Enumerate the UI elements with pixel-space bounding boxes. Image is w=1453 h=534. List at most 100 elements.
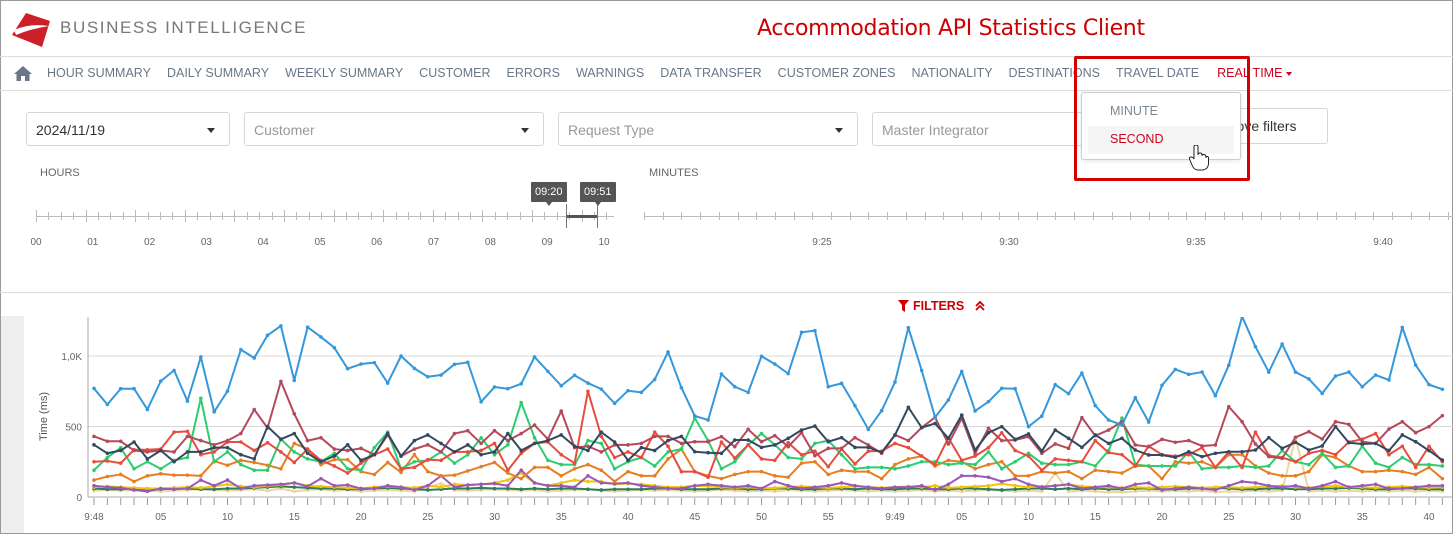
slider-tick [507, 212, 509, 220]
filters-toggle[interactable]: FILTERS [898, 299, 986, 313]
nav-nationality[interactable]: NATIONALITY [911, 66, 993, 80]
x-tick-label: 20 [1156, 512, 1168, 523]
nav-daily-summary[interactable]: DAILY SUMMARY [166, 66, 270, 80]
nav-customer[interactable]: CUSTOMER [419, 66, 491, 80]
minute-tick-label: 9:40 [1373, 237, 1393, 248]
data-point [252, 356, 256, 360]
data-point [1387, 468, 1391, 473]
slider-tick [234, 210, 236, 222]
customer-select[interactable]: Customer [244, 112, 544, 146]
nav-travel-date[interactable]: TRAVEL DATE [1116, 66, 1200, 80]
data-point [786, 440, 790, 445]
slider-tick [737, 212, 739, 220]
data-point [1307, 469, 1311, 474]
data-point [185, 473, 190, 477]
data-point [185, 450, 190, 454]
data-point [1347, 370, 1351, 374]
data-point [813, 441, 817, 446]
request-type-select[interactable]: Request Type [558, 112, 858, 146]
data-point [452, 485, 457, 489]
data-point [746, 438, 750, 442]
data-point [145, 457, 150, 461]
data-point [759, 486, 764, 491]
data-point [1307, 462, 1311, 467]
data-point [799, 486, 804, 491]
nav-customer-zones[interactable]: CUSTOMER ZONES [777, 66, 896, 80]
data-point [132, 386, 136, 391]
dropdown-item-second[interactable]: SECOND [1088, 126, 1234, 154]
data-point [1440, 464, 1445, 468]
data-point [919, 483, 924, 488]
selected-range [566, 215, 597, 218]
data-point [639, 487, 644, 492]
slider-track [36, 216, 614, 217]
data-point [986, 462, 991, 467]
nav-weekly-summary[interactable]: WEEKLY SUMMARY [285, 66, 404, 80]
date-value: 2024/11/19 [36, 122, 106, 138]
data-point [479, 482, 483, 487]
data-point [572, 444, 577, 449]
data-point [733, 485, 737, 489]
data-point [252, 468, 256, 473]
data-point [345, 457, 350, 462]
caret-down-icon [1285, 71, 1292, 76]
data-point [532, 481, 537, 485]
data-point [826, 439, 831, 444]
data-point [158, 467, 163, 471]
data-point [1040, 414, 1044, 418]
data-point [225, 463, 230, 468]
data-point [973, 451, 977, 456]
home-icon[interactable] [14, 65, 32, 81]
nav-destinations[interactable]: DESTINATIONS [1008, 66, 1100, 80]
data-point [105, 402, 110, 407]
date-select[interactable]: 2024/11/19 [26, 112, 230, 146]
data-point [652, 430, 657, 434]
data-point [1387, 427, 1391, 431]
data-point [1347, 464, 1351, 468]
data-point [519, 400, 523, 405]
data-point [305, 325, 310, 330]
nav-hour-summary[interactable]: HOUR SUMMARY [47, 66, 151, 80]
data-point [586, 474, 590, 478]
data-point [506, 478, 510, 482]
data-point [1120, 416, 1124, 420]
range-start-handle[interactable] [566, 204, 567, 228]
data-point [145, 486, 150, 491]
data-point [279, 450, 283, 454]
slider-tick [197, 212, 199, 220]
slider-tick [774, 212, 776, 220]
data-point [412, 438, 417, 443]
nav-errors[interactable]: ERRORS [506, 66, 560, 80]
data-point [452, 461, 457, 465]
data-point [692, 487, 697, 492]
data-point [692, 439, 697, 444]
data-point [559, 452, 564, 457]
data-point [692, 414, 697, 418]
data-point [612, 479, 617, 484]
data-point [692, 449, 697, 454]
data-point [572, 373, 577, 378]
data-point [1013, 437, 1017, 442]
data-point [1240, 317, 1244, 319]
data-point [666, 450, 670, 454]
slider-tick [98, 212, 99, 220]
data-point [933, 421, 937, 426]
data-point [853, 467, 857, 471]
data-point [425, 488, 430, 492]
data-point [1373, 431, 1378, 436]
nav-warnings[interactable]: WARNINGS [575, 66, 645, 80]
range-end-handle[interactable] [597, 204, 598, 228]
slider-tick [1036, 212, 1038, 220]
data-point [839, 485, 844, 489]
data-point [1320, 437, 1324, 441]
data-point [118, 386, 123, 391]
data-point [212, 450, 216, 454]
dropdown-item-minute[interactable]: MINUTE [1110, 104, 1158, 118]
data-point [1040, 468, 1044, 473]
data-point [572, 461, 577, 465]
series-line-6 [93, 469, 1443, 493]
nav-data-transfer[interactable]: DATA TRANSFER [660, 66, 762, 80]
data-point [225, 389, 230, 393]
data-point [1160, 437, 1164, 442]
data-point [1160, 383, 1164, 388]
